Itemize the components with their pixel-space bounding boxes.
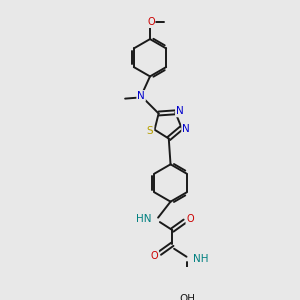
Text: HN: HN [136,214,152,224]
Text: N: N [176,106,184,116]
Text: NH: NH [193,254,208,263]
Text: N: N [182,124,190,134]
Text: S: S [147,127,154,136]
Text: O: O [151,251,158,261]
Text: N: N [137,91,145,101]
Text: O: O [147,17,155,27]
Text: OH: OH [179,294,195,300]
Text: O: O [186,214,194,224]
